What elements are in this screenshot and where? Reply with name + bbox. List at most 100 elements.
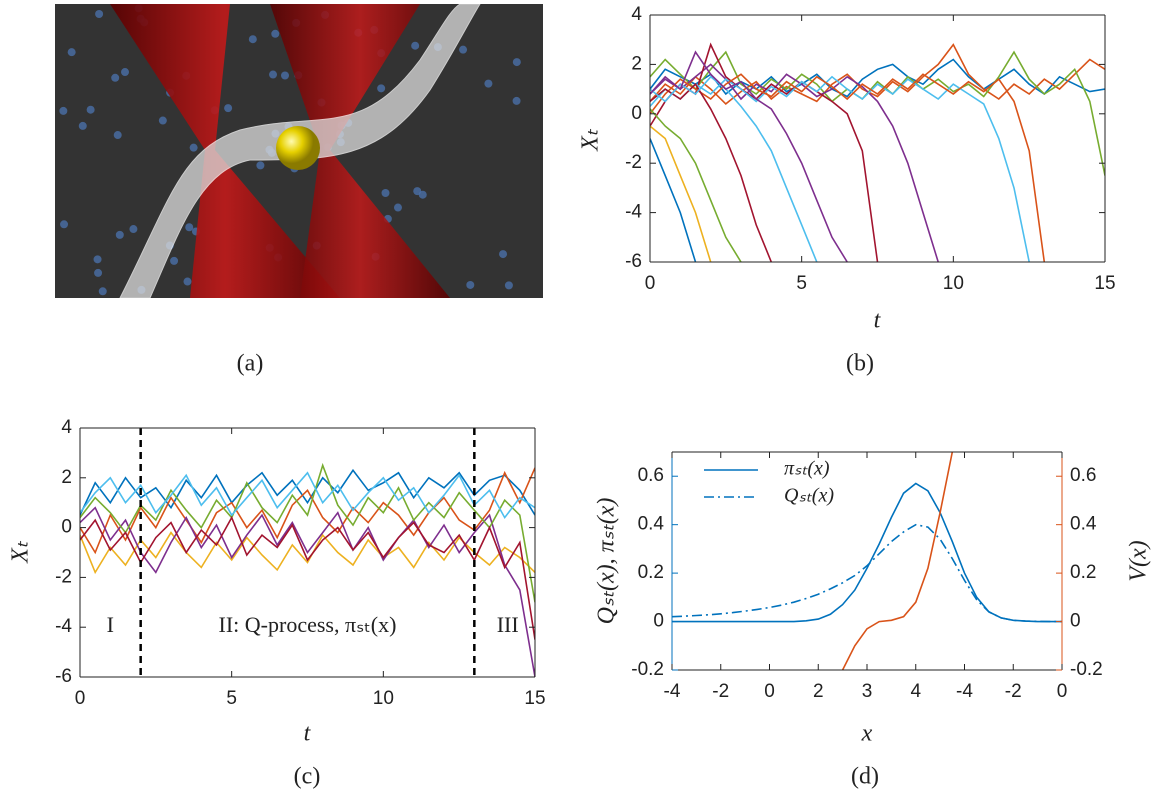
series-line bbox=[650, 82, 773, 262]
particle-dot bbox=[59, 106, 68, 115]
particle-dot bbox=[170, 256, 179, 265]
y-tick-label: -4 bbox=[55, 616, 72, 637]
x-tick-label: 0 bbox=[645, 273, 656, 294]
series-line bbox=[841, 452, 954, 670]
particle-dot bbox=[377, 84, 386, 93]
particle-dot bbox=[129, 225, 138, 234]
x-tick-label: 0 bbox=[75, 688, 86, 709]
particle-dot bbox=[86, 105, 95, 114]
particle-dot bbox=[67, 48, 76, 57]
plot-area bbox=[672, 452, 1062, 670]
particle-dot bbox=[115, 230, 124, 239]
legend-label: πₛₜ(x) bbox=[784, 458, 830, 480]
x-tick-label: 0 bbox=[764, 681, 775, 702]
x-tick-label: -2 bbox=[1005, 681, 1022, 702]
series-line bbox=[650, 75, 1030, 262]
particle-dot bbox=[248, 35, 257, 44]
region-label: II: Q-process, πₛₜ(x) bbox=[219, 612, 397, 637]
particle-dot bbox=[78, 121, 87, 130]
particle-dot bbox=[411, 41, 420, 50]
x-tick-label: 2 bbox=[813, 681, 824, 702]
particle-dot bbox=[94, 268, 103, 277]
x-tick-label: 5 bbox=[226, 688, 237, 709]
y2-axis-label: V(x) bbox=[1126, 540, 1152, 581]
x-tick-label: -4 bbox=[956, 681, 973, 702]
particle-dot bbox=[466, 280, 475, 289]
plot-area bbox=[650, 42, 1105, 262]
x-tick-label: 0 bbox=[1057, 681, 1068, 702]
y-tick-label: 4 bbox=[631, 4, 642, 25]
particle-dot bbox=[224, 104, 233, 113]
series-line bbox=[650, 75, 818, 262]
series-line bbox=[80, 467, 535, 555]
series-line bbox=[80, 462, 535, 603]
particle-dot bbox=[111, 73, 120, 82]
y2-tick-label: 0.4 bbox=[1070, 514, 1097, 535]
caption: (d) bbox=[851, 764, 879, 790]
series-line bbox=[650, 108, 742, 262]
y-tick-label: 0 bbox=[61, 517, 72, 538]
y2-tick-label: 0.2 bbox=[1070, 562, 1096, 583]
beam-left bbox=[110, 4, 340, 298]
particle-dot bbox=[504, 281, 513, 290]
series-line bbox=[80, 531, 535, 575]
particle-dot bbox=[280, 71, 289, 80]
x-tick-label: 15 bbox=[524, 688, 545, 709]
series-line bbox=[650, 138, 697, 262]
series-line bbox=[672, 482, 1062, 623]
x-tick-label: -4 bbox=[664, 681, 681, 702]
particle-dot bbox=[256, 161, 265, 170]
particle-dot bbox=[95, 10, 104, 19]
x-tick-label: 4 bbox=[910, 681, 921, 702]
x-axis-label: x bbox=[861, 721, 873, 747]
y-axis-label: Qₛₜ(x), πₛₜ(x) bbox=[594, 498, 620, 625]
particle bbox=[276, 126, 320, 170]
series-line bbox=[650, 73, 1046, 262]
series-line bbox=[650, 63, 939, 262]
y-tick-label: -4 bbox=[625, 202, 642, 223]
y-axis-label: Xₜ bbox=[578, 128, 604, 152]
caption: (c) bbox=[294, 764, 321, 790]
y-tick-label: 4 bbox=[61, 417, 72, 438]
region-label: I bbox=[107, 612, 114, 637]
region-label: III bbox=[497, 612, 519, 637]
series-line bbox=[80, 468, 535, 516]
particle-dot bbox=[512, 58, 521, 67]
y2-tick-label: 0 bbox=[1070, 611, 1081, 632]
particle-dot bbox=[499, 250, 508, 259]
render-panel bbox=[55, 3, 543, 299]
x-axis-label: t bbox=[874, 308, 882, 334]
x-axis-label: t bbox=[304, 721, 312, 747]
particle-dot bbox=[381, 189, 390, 198]
particle-dot bbox=[183, 277, 192, 286]
series-line bbox=[650, 125, 712, 262]
y-tick-label: 0.6 bbox=[638, 465, 664, 486]
particle-dot bbox=[512, 96, 521, 105]
y-tick-label: 0 bbox=[631, 103, 642, 124]
y2-tick-label: -0.2 bbox=[1070, 659, 1103, 680]
beam-right bbox=[270, 4, 450, 298]
x-tick-label: 10 bbox=[373, 688, 394, 709]
x-tick-label: 3 bbox=[862, 681, 873, 702]
y-tick-label: 0 bbox=[653, 611, 664, 632]
y-tick-label: 2 bbox=[631, 53, 642, 74]
y-tick-label: -6 bbox=[55, 666, 72, 687]
series-line bbox=[650, 50, 848, 262]
y-tick-label: -0.2 bbox=[631, 659, 664, 680]
particle-dot bbox=[413, 187, 422, 196]
particle-dot bbox=[121, 68, 130, 77]
caption: (a) bbox=[237, 351, 264, 377]
x-tick-label: 5 bbox=[796, 273, 807, 294]
particle-dot bbox=[98, 287, 107, 296]
x-tick-label: 10 bbox=[943, 273, 964, 294]
particle-dot bbox=[269, 70, 278, 79]
series-line bbox=[672, 523, 1062, 623]
y-tick-label: 0.2 bbox=[638, 562, 664, 583]
particle-dot bbox=[271, 29, 280, 38]
particle-dot bbox=[484, 79, 493, 88]
particle-dot bbox=[459, 45, 468, 54]
particle-dot bbox=[93, 255, 102, 264]
y-axis-label: Xₜ bbox=[8, 540, 34, 564]
series-line bbox=[80, 506, 535, 677]
